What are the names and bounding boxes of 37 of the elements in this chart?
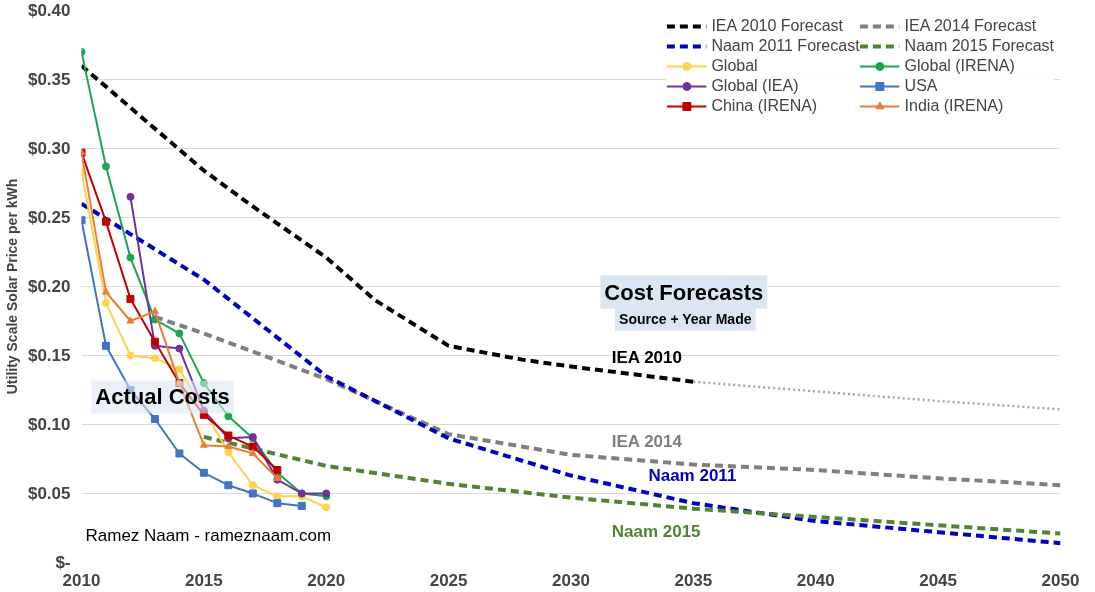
legend-label: Global <box>711 57 758 75</box>
y-tick-label: $0.20 <box>27 277 71 296</box>
y-tick-label: $0.05 <box>27 484 71 503</box>
annotation: Ramez Naam - rameznaam.com <box>85 525 332 545</box>
annotation: IEA 2010 <box>611 347 682 367</box>
annotation: Naam 2015 <box>611 521 701 541</box>
x-tick-label: 2030 <box>552 570 590 590</box>
legend-label: IEA 2014 Forecast <box>904 17 1037 35</box>
x-tick-label: 2025 <box>429 570 468 590</box>
legend-label: IEA 2010 Forecast <box>711 17 844 35</box>
legend-label: USA <box>904 77 938 95</box>
annotation: Cost Forecasts <box>604 279 764 305</box>
x-tick-label: 2035 <box>674 570 713 590</box>
x-tick-label: 2050 <box>1041 570 1080 590</box>
y-tick-label: $0.10 <box>27 415 71 434</box>
y-tick-label: $- <box>55 553 71 572</box>
annotation: Naam 2011 <box>648 466 737 486</box>
x-tick-label: 2010 <box>62 570 101 590</box>
legend-label: Naam 2015 Forecast <box>904 37 1054 55</box>
legend-label: China (IRENA) <box>711 97 818 115</box>
y-tick-label: $0.40 <box>27 1 71 20</box>
annotation: IEA 2014 <box>611 431 683 451</box>
y-tick-label: $0.30 <box>27 139 71 158</box>
annotation: Actual Costs <box>95 384 230 410</box>
y-tick-label: $0.15 <box>27 346 71 365</box>
y-tick-label: $0.35 <box>27 70 71 89</box>
y-axis-title: Utility Scale Solar Price per kWh <box>3 178 20 395</box>
x-tick-label: 2020 <box>307 570 346 590</box>
x-tick-label: 2015 <box>184 570 223 590</box>
legend-label: Global (IEA) <box>711 77 799 95</box>
legend-label: India (IRENA) <box>904 97 1004 115</box>
annotation: Source + Year Made <box>619 310 752 327</box>
legend-label: Naam 2011 Forecast <box>711 37 860 55</box>
y-tick-label: $0.25 <box>27 208 71 227</box>
legend-label: Global (IRENA) <box>904 57 1015 75</box>
x-tick-label: 2045 <box>919 570 958 590</box>
x-tick-label: 2040 <box>796 570 835 590</box>
